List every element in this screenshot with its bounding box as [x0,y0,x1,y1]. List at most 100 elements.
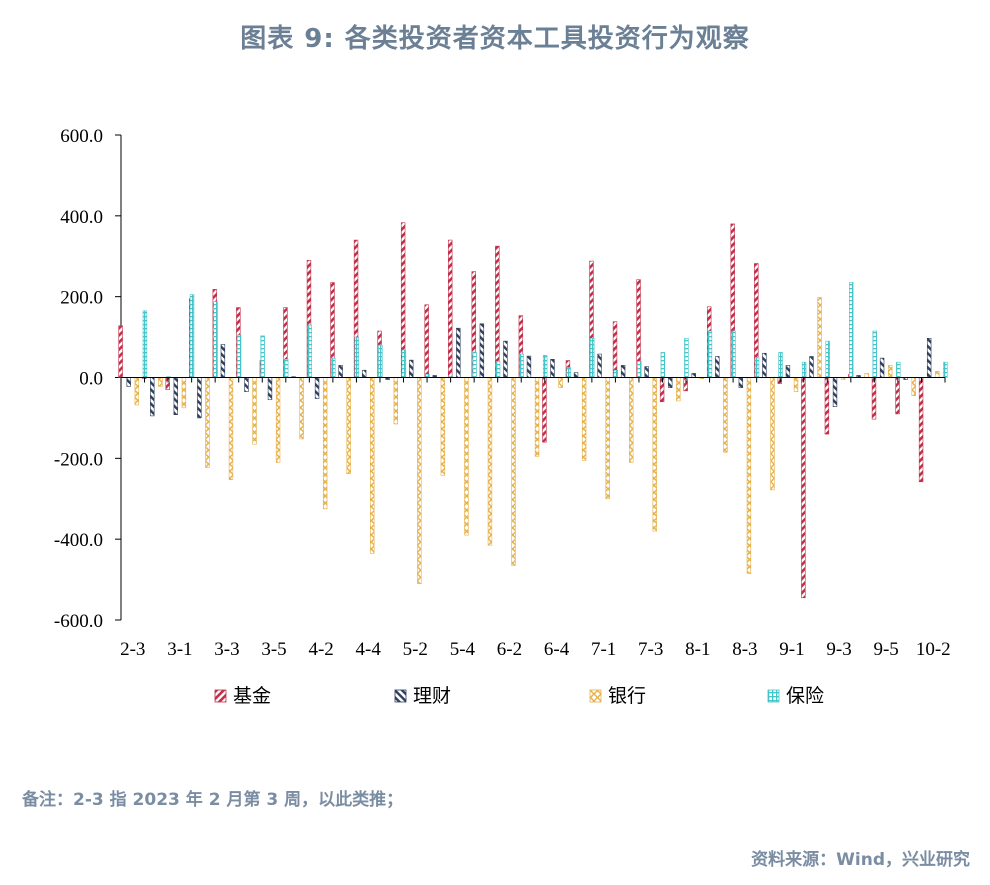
x-tick-label: 3-1 [167,639,192,660]
bar-保险-7-4 [684,337,689,378]
x-tick-label: 3-3 [214,639,239,660]
bar-银行-6-1 [487,377,493,546]
bar-理财-7-1 [597,353,602,378]
x-tick-label: 5-2 [403,639,428,660]
bar-银行-6-5 [581,377,587,461]
bar-理财-6-2 [503,340,508,378]
bar-理财-6-1 [479,323,485,378]
bar-理财-4-3 [338,365,343,378]
bar-银行-7-2 [629,377,634,463]
bar-银行-10-2 [935,371,940,378]
bar-保险-3-2 [213,301,218,378]
bar-保险-6-3 [542,354,548,378]
bar-保险-6-4 [566,367,571,378]
bar-银行-3-1 [181,377,187,409]
bar-理财-7-3 [644,366,649,378]
bar-保险-3-5 [283,359,289,378]
bars [118,222,948,599]
chart-title: 图表 9: 各类投资者资本工具投资行为观察 [240,24,750,54]
bar-银行-8-4 [770,377,775,491]
bar-基金-2-3 [118,325,123,378]
bar-基金-10-2 [918,377,924,483]
legend-label-基金: 基金 [233,685,271,707]
bar-理财-6-4 [550,359,555,378]
y-tick-label: -400.0 [54,530,103,551]
bar-理财-4-2 [314,377,320,399]
bar-基金-6-2 [495,245,500,378]
x-tick-label: 9-1 [779,639,804,660]
bar-保险-10-2 [943,361,948,378]
footnote: 备注：2-3 指 2023 年 2 月第 3 周，以此类推； [22,790,404,810]
bar-理财-5-2 [409,359,414,378]
bar-理财-6-3 [526,355,532,378]
legend-label-理财: 理财 [413,685,451,707]
bar-保险-7-3 [660,352,666,378]
y-tick-label: -200.0 [54,449,103,470]
bar-保险-9-4 [872,330,877,378]
bar-银行-9-4 [864,373,869,378]
bar-保险-9-5 [896,361,901,378]
bar-银行-4-1 [299,377,304,440]
bar-理财-8-1 [691,373,696,378]
y-axis: 600.0 400.0 200.0 0.0 -200.0 -400.0 -600.0 [54,126,122,632]
bar-银行-4-3 [346,377,351,474]
bar-保险-8-1 [707,330,713,378]
bar-理财-9-2 [809,356,814,378]
bar-理财-10-2 [926,337,932,378]
bar-银行-10-1 [911,377,916,396]
bar-银行-2-4 [158,377,163,387]
bar-理财-5-4 [456,327,461,378]
bar-基金-5-3 [424,304,429,378]
bar-银行-6-4 [558,377,563,388]
x-tick-label: 4-4 [356,639,382,660]
bar-银行-6-3 [534,377,540,457]
bar-银行-3-2 [205,377,210,468]
bar-保险-9-2 [825,340,830,378]
x-tick-label: 3-5 [261,639,286,660]
bar-理财-9-3 [832,377,838,407]
bar-理财-3-5 [267,377,273,401]
bar-理财-2-4 [150,377,155,417]
bar-银行-5-3 [440,377,446,476]
bar-银行-5-1 [393,377,398,425]
bar-保险-2-3 [142,310,148,378]
legend-label-银行: 银行 [608,685,646,707]
bar-银行-3-3 [228,377,234,481]
bar-保险-3-4 [260,335,265,378]
bar-保险-5-1 [401,349,407,378]
bar-保险-9-1 [801,361,807,378]
bar-保险-3-1 [189,294,195,378]
bar-保险-6-2 [519,353,524,378]
x-tick-label: 5-4 [450,639,476,660]
y-tick-label: -600.0 [54,611,103,632]
x-tick-label: 6-4 [544,639,570,660]
bar-保险-7-1 [613,369,618,378]
bar-银行-4-4 [370,377,375,554]
bar-chart: 600.0 400.0 200.0 0.0 -200.0 -400.0 -600.0 2-3… [54,126,951,707]
x-tick-label: 8-3 [732,639,757,660]
bar-银行-7-1 [605,377,610,500]
legend-label-保险: 保险 [786,685,824,707]
bar-理财-3-3 [220,344,226,378]
bar-保险-7-2 [637,361,642,378]
bar-保险-9-3 [849,282,854,378]
bar-理财-4-4 [361,369,367,378]
y-tick-label: 400.0 [60,207,103,228]
bar-银行-5-2 [417,377,422,584]
bar-理财-2-3 [126,377,131,387]
bar-基金-9-2 [801,377,806,599]
y-tick-label: 600.0 [60,126,103,147]
x-axis: 2-3 3-1 3-3 3-5 4-2 4-4 5-2 5-4 6-2 6-4 7-1 7-3 8-1 8… [120,377,951,660]
bar-理财-8-3 [738,377,744,388]
bar-保险-3-3 [236,334,242,378]
bar-基金-6-4 [542,377,547,443]
bar-保险-4-2 [331,358,336,378]
bar-保险-6-1 [495,361,501,378]
legend: 基金 理财 银行 保险 [214,685,824,707]
x-tick-label: 6-2 [497,639,522,660]
bar-银行-9-1 [793,377,799,392]
bar-理财-3-1 [173,377,179,415]
x-tick-label: 9-3 [826,639,851,660]
bar-理财-6-5 [573,372,579,378]
bar-银行-9-5 [887,365,893,378]
